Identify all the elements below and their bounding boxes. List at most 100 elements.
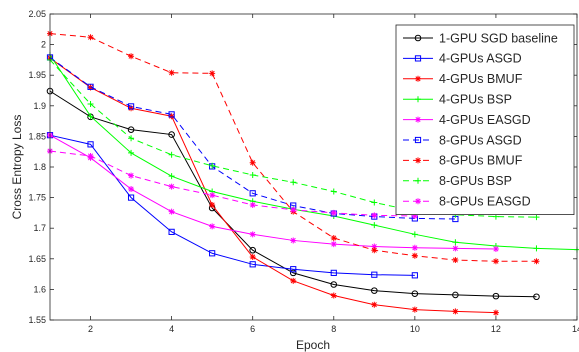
data-point-4-gpus-easgd xyxy=(128,186,135,193)
data-point-4-gpus-easgd xyxy=(371,243,378,250)
data-point-4-gpus-bmuf xyxy=(452,308,459,315)
data-point-1-gpu-sgd-baseline xyxy=(127,126,135,133)
legend-marker-8-gpus-asgd xyxy=(414,136,422,144)
x-tick-label: 6 xyxy=(250,324,255,334)
data-point-8-gpus-easgd xyxy=(249,201,256,208)
series-layer xyxy=(46,30,579,316)
y-tick-label: 1.85 xyxy=(28,131,46,141)
data-point-1-gpu-sgd-baseline xyxy=(168,131,175,138)
data-point-8-gpus-easgd xyxy=(87,152,94,159)
data-point-4-gpus-bmuf xyxy=(168,113,175,120)
data-point-4-gpus-asgd xyxy=(168,228,175,235)
legend-label-1-gpu-sgd-baseline: 1-GPU SGD baseline xyxy=(439,31,558,45)
data-point-4-gpus-bsp xyxy=(411,231,418,238)
data-point-4-gpus-asgd xyxy=(290,266,297,273)
data-point-8-gpus-asgd xyxy=(127,103,135,110)
plot-frame xyxy=(49,13,578,321)
data-point-8-gpus-easgd xyxy=(168,183,175,190)
data-point-8-gpus-bsp xyxy=(371,199,378,206)
legend-marker-4-gpus-easgd xyxy=(415,116,421,123)
series-4-gpus-bmuf xyxy=(47,55,499,316)
data-point-4-gpus-easgd xyxy=(168,208,175,215)
legend-label-8-gpus-bsp: 8-GPUs BSP xyxy=(439,174,512,188)
series-line-8-gpus-asgd xyxy=(49,57,456,220)
data-point-8-gpus-bsp xyxy=(290,179,297,186)
data-point-4-gpus-bmuf xyxy=(411,306,418,313)
series-line-1-gpu-sgd-baseline xyxy=(49,90,537,298)
data-point-4-gpus-asgd xyxy=(87,141,94,148)
data-point-4-gpus-asgd xyxy=(330,269,337,276)
data-point-4-gpus-bmuf xyxy=(128,105,135,112)
legend: 1-GPU SGD baseline 4-GPUs ASGD 4-GPUs BMUF… xyxy=(395,24,575,216)
data-point-4-gpus-easgd xyxy=(492,246,499,253)
legend-label-8-gpus-bmuf: 8-GPUs BMUF xyxy=(439,154,523,168)
data-point-8-gpus-bsp xyxy=(168,151,175,158)
y-tick-label: 1.55 xyxy=(28,315,46,325)
data-point-8-gpus-bmuf xyxy=(533,258,540,265)
legend-marker-1-gpu-sgd-baseline xyxy=(414,34,422,42)
x-tick-label: 12 xyxy=(491,324,501,334)
data-point-4-gpus-bmuf xyxy=(290,277,297,284)
x-tick-label: 14 xyxy=(572,324,579,334)
data-point-4-gpus-asgd xyxy=(371,271,378,278)
data-point-8-gpus-easgd xyxy=(371,212,378,219)
y-tick-label: 2 xyxy=(41,40,46,50)
series-8-gpus-easgd xyxy=(47,148,418,219)
legend-marker-4-gpus-asgd xyxy=(414,55,422,62)
x-tick-label: 4 xyxy=(169,324,174,334)
data-point-1-gpu-sgd-baseline xyxy=(330,281,338,288)
y-tick-label: 1.9 xyxy=(33,101,46,111)
data-point-1-gpu-sgd-baseline xyxy=(249,246,256,254)
data-point-4-gpus-asgd xyxy=(249,261,256,268)
data-point-8-gpus-bsp xyxy=(249,171,256,178)
legend-label-4-gpus-easgd: 4-GPUs EASGD xyxy=(439,113,531,127)
data-point-8-gpus-bmuf xyxy=(452,257,459,264)
data-point-4-gpus-bmuf xyxy=(492,309,499,316)
tick-layer: 2 4 6 8 10 12 14 1.55 1.6 1.65 1.7 1.75 1.8 1.85 1.9 1.… xyxy=(28,9,579,334)
y-tick-label: 1.75 xyxy=(28,193,46,203)
data-point-4-gpus-easgd xyxy=(290,237,297,244)
legend-marker-4-gpus-bmuf xyxy=(415,75,421,82)
data-point-4-gpus-bsp xyxy=(128,149,135,156)
series-line-8-gpus-easgd xyxy=(49,150,415,217)
data-point-4-gpus-easgd xyxy=(249,231,256,238)
y-tick-label: 1.7 xyxy=(33,223,46,233)
data-point-4-gpus-bsp xyxy=(371,222,378,229)
data-point-4-gpus-bmuf xyxy=(209,201,216,208)
data-point-8-gpus-bsp xyxy=(533,214,540,221)
data-point-8-gpus-easgd xyxy=(290,206,297,213)
data-point-4-gpus-asgd xyxy=(127,194,135,201)
data-point-8-gpus-bmuf xyxy=(209,70,216,77)
series-line-4-gpus-easgd xyxy=(49,134,496,250)
y-tick-label: 1.65 xyxy=(28,254,46,264)
data-point-4-gpus-bsp xyxy=(87,113,94,120)
data-point-8-gpus-bsp xyxy=(209,162,216,169)
data-point-4-gpus-easgd xyxy=(411,244,418,251)
data-point-8-gpus-bmuf xyxy=(492,258,499,265)
data-point-4-gpus-bmuf xyxy=(330,292,337,299)
data-point-4-gpus-bsp xyxy=(168,173,175,180)
y-tick-label: 1.8 xyxy=(33,162,46,172)
data-point-1-gpu-sgd-baseline xyxy=(289,269,297,277)
legend-label-4-gpus-bmuf: 4-GPUs BMUF xyxy=(439,72,523,86)
legend-marker-4-gpus-bsp xyxy=(415,96,421,103)
series-line-4-gpus-bsp xyxy=(49,54,578,251)
data-point-8-gpus-bmuf xyxy=(411,252,418,259)
legend-marker-8-gpus-easgd xyxy=(415,198,421,205)
data-point-8-gpus-bmuf xyxy=(168,69,175,76)
series-line-4-gpus-bmuf xyxy=(49,57,496,314)
data-point-8-gpus-easgd xyxy=(128,172,135,179)
data-point-8-gpus-bmuf xyxy=(87,34,94,41)
data-point-8-gpus-easgd xyxy=(411,212,418,219)
legend-label-8-gpus-easgd: 8-GPUs EASGD xyxy=(439,195,531,209)
series-8-gpus-bsp xyxy=(47,56,540,221)
data-point-4-gpus-bsp xyxy=(452,239,459,246)
data-point-8-gpus-bsp xyxy=(128,135,135,142)
data-point-4-gpus-easgd xyxy=(330,241,337,248)
data-point-8-gpus-easgd xyxy=(209,192,216,199)
data-point-1-gpu-sgd-baseline xyxy=(371,287,378,294)
legend-label-4-gpus-bsp: 4-GPUs BSP xyxy=(439,93,512,107)
data-point-4-gpus-bsp xyxy=(533,245,540,252)
data-point-1-gpu-sgd-baseline xyxy=(411,290,419,297)
